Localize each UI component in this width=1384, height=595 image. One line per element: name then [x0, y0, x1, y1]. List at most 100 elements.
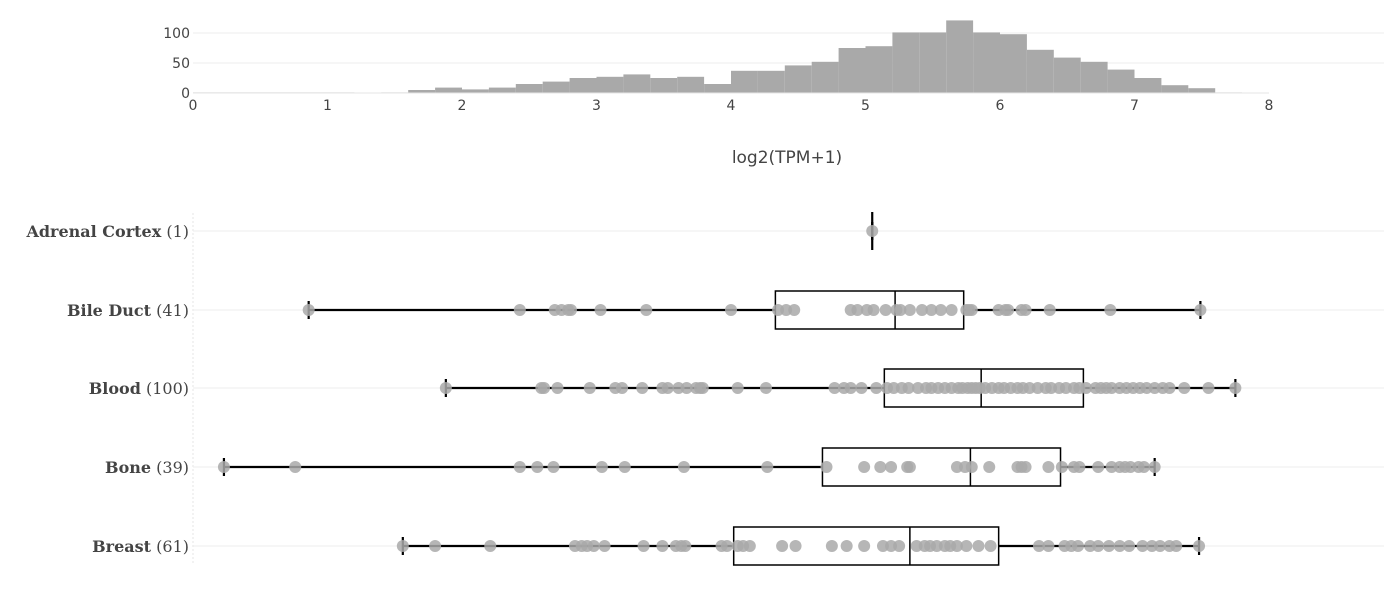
- histogram-bar: [650, 78, 678, 93]
- data-point: [950, 540, 963, 552]
- row-label-name: Bile Duct: [67, 301, 152, 320]
- histogram-bar: [704, 84, 731, 93]
- data-point: [640, 304, 653, 316]
- histogram-x-tick-label: 1: [323, 98, 332, 114]
- data-point: [1113, 540, 1126, 552]
- data-point: [679, 540, 692, 552]
- histogram-bar: [1134, 78, 1162, 93]
- data-point: [870, 382, 883, 394]
- row-label-count: (39): [151, 458, 189, 477]
- histogram-bar: [1053, 57, 1081, 93]
- row-label-count: (61): [151, 537, 189, 556]
- data-point: [743, 540, 756, 552]
- histogram-x-tick-label: 3: [592, 98, 601, 114]
- data-point: [903, 461, 916, 473]
- row-label-name: Breast: [92, 537, 152, 556]
- data-point: [1194, 304, 1207, 316]
- data-point: [874, 461, 887, 473]
- data-point: [788, 304, 801, 316]
- data-point: [972, 540, 985, 552]
- data-point: [696, 382, 709, 394]
- data-point: [564, 304, 577, 316]
- data-point: [858, 540, 871, 552]
- data-point: [1202, 382, 1215, 394]
- data-point: [1136, 540, 1149, 552]
- data-point: [538, 382, 551, 394]
- histogram-bar: [1188, 88, 1216, 93]
- chart-grid: [193, 32, 1384, 64]
- data-point: [855, 382, 868, 394]
- histogram-bar: [515, 84, 543, 93]
- row-label-name: Blood: [89, 379, 141, 398]
- row-label-count: (1): [161, 222, 189, 241]
- data-point: [960, 540, 973, 552]
- data-point: [637, 540, 650, 552]
- histogram-bar: [435, 87, 462, 93]
- data-point: [825, 540, 838, 552]
- row-label: Adrenal Cortex (1): [25, 222, 189, 241]
- data-point: [894, 304, 907, 316]
- data-point: [1092, 540, 1105, 552]
- row-label-name: Adrenal Cortex: [25, 222, 161, 241]
- histogram-bar: [1107, 69, 1135, 93]
- data-point: [616, 382, 629, 394]
- histogram-bar: [811, 61, 839, 93]
- histogram-bars: [193, 20, 1243, 94]
- box-row: Bone (39): [105, 447, 1384, 487]
- data-point: [618, 461, 631, 473]
- histogram-x-tick-label: 5: [861, 98, 870, 114]
- box-row: Adrenal Cortex (1): [25, 212, 1384, 250]
- histogram-bar: [462, 89, 489, 93]
- data-point: [789, 540, 802, 552]
- box-row: Bile Duct (41): [67, 290, 1384, 330]
- histogram-bar: [1026, 49, 1054, 93]
- row-label: Bone (39): [105, 458, 189, 477]
- data-point: [680, 382, 693, 394]
- histogram-axes: 0 50 100 0 1 2 3 4 5 6 7 8: [163, 26, 1273, 114]
- data-point: [1170, 540, 1183, 552]
- histogram-bar: [596, 76, 624, 93]
- data-point: [598, 540, 611, 552]
- data-point: [484, 540, 497, 552]
- data-point: [828, 382, 841, 394]
- data-point: [1073, 461, 1086, 473]
- histogram-bar: [838, 48, 866, 93]
- data-point: [934, 304, 947, 316]
- histogram-x-tick-label: 2: [458, 98, 467, 114]
- histogram-y-tick-label: 0: [181, 86, 190, 102]
- histogram-bar: [865, 46, 893, 93]
- data-point: [636, 382, 649, 394]
- data-point: [289, 461, 302, 473]
- data-point: [1102, 540, 1115, 552]
- data-point: [858, 461, 871, 473]
- data-point: [1163, 382, 1176, 394]
- data-point: [429, 540, 442, 552]
- data-point: [915, 304, 928, 316]
- data-point: [1178, 382, 1191, 394]
- data-point: [844, 382, 857, 394]
- row-label: Blood (100): [89, 379, 189, 398]
- data-point: [867, 304, 880, 316]
- data-point: [776, 540, 789, 552]
- histogram-bar: [919, 32, 947, 93]
- data-point: [731, 382, 744, 394]
- data-point: [761, 461, 774, 473]
- histogram-x-tick-label: 7: [1130, 98, 1139, 114]
- data-point: [1002, 304, 1015, 316]
- histogram-bar: [731, 70, 758, 93]
- row-label: Breast (61): [92, 537, 189, 556]
- data-point: [925, 304, 938, 316]
- data-point: [759, 382, 772, 394]
- data-point: [1193, 540, 1206, 552]
- histogram-bar: [757, 70, 785, 93]
- row-label-count: (41): [151, 301, 189, 320]
- data-point: [1072, 540, 1085, 552]
- histogram-x-tick-label: 0: [189, 98, 198, 114]
- data-point: [1042, 540, 1055, 552]
- histogram-bar: [1000, 34, 1027, 93]
- histogram-bar: [946, 20, 974, 93]
- data-point: [217, 461, 230, 473]
- histogram-x-tick-label: 6: [996, 98, 1005, 114]
- data-point: [903, 304, 916, 316]
